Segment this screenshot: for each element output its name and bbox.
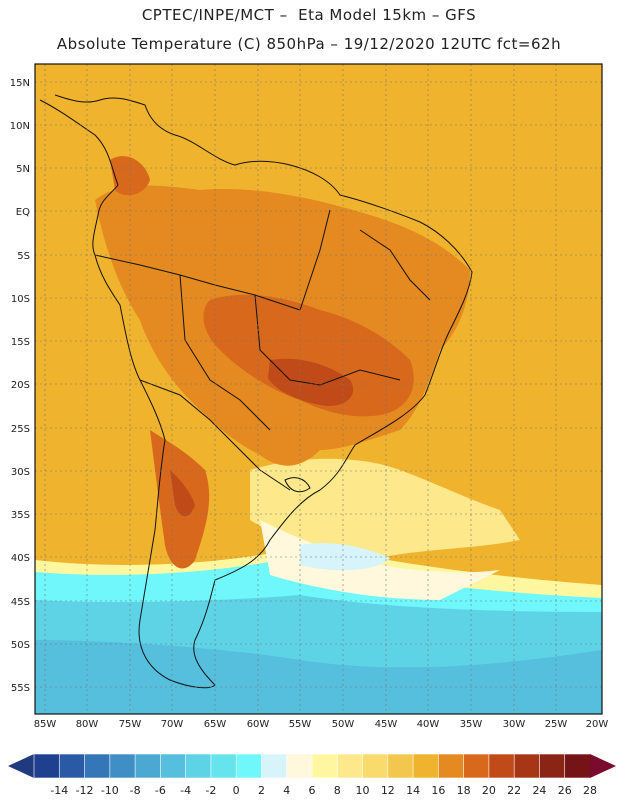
lon-label: 60W bbox=[247, 719, 270, 730]
colorbar-swatch bbox=[109, 753, 136, 779]
colorbar-tick-label: 26 bbox=[558, 784, 572, 797]
graticule bbox=[35, 64, 602, 714]
colorbar-tick-label: 10 bbox=[356, 784, 370, 797]
colorbar-tick-label: 18 bbox=[457, 784, 471, 797]
colorbar-swatch bbox=[412, 753, 439, 779]
lon-label: 45W bbox=[375, 719, 398, 730]
colorbar-swatch bbox=[539, 753, 566, 779]
colorbar-swatch bbox=[564, 753, 591, 779]
colorbar-swatch bbox=[235, 753, 263, 779]
lon-label: 70W bbox=[161, 719, 184, 730]
lon-label: 80W bbox=[76, 719, 99, 730]
colorbar-swatch bbox=[438, 753, 465, 779]
lat-label: 30S bbox=[11, 467, 30, 478]
colorbar-tick-label: -10 bbox=[101, 784, 119, 797]
colorbar-tick-label: 6 bbox=[309, 784, 316, 797]
latitude-axis: 15N 10N 5N EQ 5S 10S 15S 20S 25S 30S 35S… bbox=[10, 78, 30, 694]
temperature-field bbox=[35, 64, 602, 714]
colorbar-swatch bbox=[58, 753, 86, 779]
colorbar-tick-label: 4 bbox=[283, 784, 290, 797]
colorbar-tick-label: 20 bbox=[482, 784, 496, 797]
colorbar-tick-label: 24 bbox=[532, 784, 546, 797]
lat-label: 15S bbox=[11, 337, 30, 348]
colorbar-swatch bbox=[84, 753, 111, 779]
lon-label: 55W bbox=[289, 719, 312, 730]
colorbar-swatch bbox=[488, 753, 515, 779]
colorbar-tick-label: -6 bbox=[155, 784, 166, 797]
colorbar-swatch bbox=[387, 753, 414, 779]
coastlines bbox=[39, 94, 473, 689]
lon-label: 75W bbox=[119, 719, 142, 730]
colorbar-tick-label: -12 bbox=[76, 784, 94, 797]
colorbar-tick-label: -14 bbox=[50, 784, 68, 797]
lon-label: 20W bbox=[586, 719, 609, 730]
colorbar-tick-label: 0 bbox=[233, 784, 240, 797]
colorbar-swatch bbox=[261, 753, 288, 779]
lon-label: 30W bbox=[503, 719, 526, 730]
colorbar-tick-label: 8 bbox=[334, 784, 341, 797]
colorbar-swatch bbox=[463, 753, 490, 779]
colorbar-swatch bbox=[33, 753, 60, 779]
lon-label: 25W bbox=[545, 719, 568, 730]
colorbar-swatch bbox=[311, 753, 338, 779]
colorbar-swatch bbox=[210, 753, 237, 779]
lat-label: 15N bbox=[10, 78, 30, 89]
lat-label: 35S bbox=[11, 510, 30, 521]
map-frame bbox=[34, 63, 603, 715]
colorbar-tick-label: 22 bbox=[507, 784, 521, 797]
colorbar-tick-label: -8 bbox=[130, 784, 141, 797]
map-subtitle: Absolute Temperature (C) 850hPa – 19/12/… bbox=[56, 35, 562, 53]
lon-label: 85W bbox=[34, 719, 57, 730]
lat-label: 5N bbox=[16, 164, 30, 175]
lat-label: 5S bbox=[17, 251, 30, 262]
colorbar-tick-label: -2 bbox=[205, 784, 216, 797]
lon-label: 35W bbox=[460, 719, 483, 730]
lat-label: 50S bbox=[11, 640, 30, 651]
colorbar-tick-label: 14 bbox=[406, 784, 420, 797]
colorbar-tick-label: -4 bbox=[180, 784, 191, 797]
colorbar-swatch bbox=[362, 753, 389, 779]
lat-label: 10N bbox=[10, 121, 30, 132]
lat-label: 45S bbox=[11, 597, 30, 608]
colorbar-tick-label: 12 bbox=[381, 784, 395, 797]
colorbar-swatch bbox=[513, 753, 541, 779]
colorbar: -14 -12 -10 -8 -6 -4 -2 0 2 4 6 8 10 12 14 16 18 20 22 24 26… bbox=[8, 753, 616, 797]
lon-label: 50W bbox=[332, 719, 355, 730]
lon-label: 65W bbox=[204, 719, 227, 730]
lat-label: 55S bbox=[11, 683, 30, 694]
colorbar-over-arrow bbox=[590, 754, 616, 778]
colorbar-swatch bbox=[134, 753, 161, 779]
colorbar-swatch bbox=[336, 753, 364, 779]
longitude-axis: 85W 80W 75W 70W 65W 60W 55W 50W 45W 40W … bbox=[34, 719, 609, 730]
colorbar-tick-label: 28 bbox=[583, 784, 597, 797]
colorbar-under-arrow bbox=[8, 754, 34, 778]
colorbar-tick-label: 2 bbox=[258, 784, 265, 797]
lat-label: 25S bbox=[11, 424, 30, 435]
lat-label: EQ bbox=[16, 207, 30, 218]
colorbar-swatch bbox=[160, 753, 187, 779]
lon-label: 40W bbox=[417, 719, 440, 730]
lat-label: 10S bbox=[11, 294, 30, 305]
colorbar-swatch bbox=[286, 753, 313, 779]
lat-label: 20S bbox=[11, 380, 30, 391]
colorbar-swatch bbox=[185, 753, 212, 779]
lat-label: 40S bbox=[11, 553, 30, 564]
colorbar-tick-label: 16 bbox=[431, 784, 445, 797]
map-title: CPTEC/INPE/MCT – Eta Model 15km – GFS bbox=[141, 6, 477, 24]
